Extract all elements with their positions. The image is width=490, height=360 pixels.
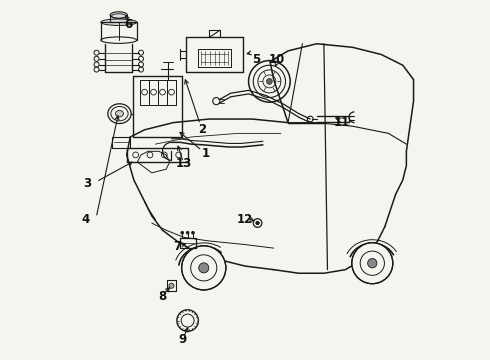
Text: 6: 6 [124, 18, 133, 31]
Text: 7: 7 [173, 240, 181, 253]
Ellipse shape [116, 111, 123, 117]
Circle shape [199, 263, 209, 273]
Text: 1: 1 [201, 147, 210, 159]
Text: 11: 11 [334, 116, 350, 129]
Circle shape [186, 231, 189, 234]
Text: 12: 12 [237, 213, 253, 226]
Text: 9: 9 [178, 333, 186, 346]
Ellipse shape [101, 19, 137, 26]
Ellipse shape [108, 104, 131, 123]
Ellipse shape [101, 37, 137, 43]
Text: 13: 13 [176, 157, 192, 170]
Circle shape [267, 78, 272, 84]
Circle shape [256, 221, 259, 225]
Circle shape [352, 243, 393, 284]
Text: 2: 2 [198, 123, 206, 136]
Circle shape [181, 231, 184, 234]
Circle shape [192, 231, 195, 234]
Text: 3: 3 [83, 177, 91, 190]
Text: 10: 10 [269, 53, 285, 66]
Circle shape [182, 246, 226, 290]
Circle shape [169, 283, 174, 288]
Text: 4: 4 [81, 213, 90, 226]
Text: 8: 8 [158, 290, 167, 303]
Circle shape [368, 258, 377, 268]
Text: 5: 5 [252, 53, 260, 66]
Ellipse shape [110, 12, 127, 18]
